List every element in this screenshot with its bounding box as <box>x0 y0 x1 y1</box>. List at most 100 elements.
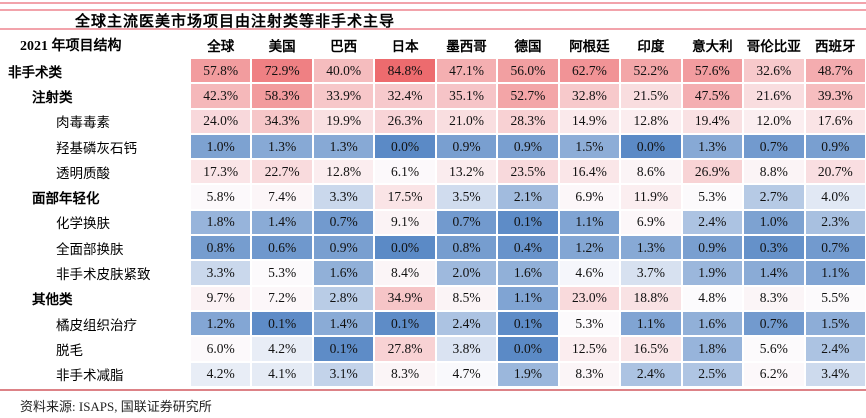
value-cell: 1.6% <box>681 310 744 337</box>
value-cell: 0.1% <box>497 310 559 337</box>
value-cell: 0.6% <box>251 235 313 261</box>
table-header-row: 2021 年项目结构 全球 美国 巴西 日本 墨西哥 德国 阿根廷 印度 意大利 哥伦比亚 西班牙 <box>0 32 866 57</box>
value-cell: 0.0% <box>374 235 436 261</box>
value-cell: 2.0% <box>435 260 498 286</box>
value-cell: 21.0% <box>435 108 498 134</box>
value-cell: 1.4% <box>312 310 375 337</box>
value-cell: 5.5% <box>804 285 866 311</box>
column-header: 墨西哥 <box>446 38 487 54</box>
value-cell: 16.4% <box>558 159 621 185</box>
value-cell: 0.0% <box>374 133 436 160</box>
value-cell: 62.7% <box>558 58 621 84</box>
value-cell: 5.3% <box>558 310 621 337</box>
row-label: 非手术皮肤紧致 <box>0 260 190 286</box>
value-cell: 2.8% <box>312 285 375 311</box>
value-cell: 34.3% <box>251 108 313 134</box>
value-cell: 4.0% <box>804 184 866 210</box>
value-cell: 1.3% <box>620 235 682 261</box>
value-cell: 3.3% <box>190 260 252 286</box>
value-cell: 1.2% <box>558 235 621 261</box>
value-cell: 19.4% <box>681 108 744 134</box>
row-label: 化学换肤 <box>0 209 190 236</box>
column-header: 西班牙 <box>815 38 856 54</box>
value-cell: 7.2% <box>251 285 313 311</box>
row-label: 肉毒毒素 <box>0 108 190 134</box>
value-cell: 1.1% <box>497 285 559 311</box>
value-cell: 84.8% <box>374 58 436 84</box>
value-cell: 21.6% <box>743 83 805 109</box>
top-divider-2 <box>0 9 866 11</box>
value-cell: 2.4% <box>435 310 498 337</box>
row-label: 面部年轻化 <box>0 184 190 210</box>
value-cell: 22.7% <box>251 159 313 185</box>
value-cell: 6.1% <box>374 159 436 185</box>
value-cell: 0.1% <box>251 310 313 337</box>
value-cell: 1.0% <box>743 209 805 236</box>
value-cell: 1.1% <box>804 260 866 286</box>
row-label: 非手术减脂 <box>0 361 190 387</box>
value-cell: 4.7% <box>435 361 498 387</box>
value-cell: 5.8% <box>190 184 252 210</box>
row-label: 注射类 <box>0 83 190 109</box>
value-cell: 8.3% <box>743 285 805 311</box>
value-cell: 26.3% <box>374 108 436 134</box>
value-cell: 32.6% <box>743 58 805 84</box>
value-cell: 0.9% <box>312 235 375 261</box>
value-cell: 3.1% <box>312 361 375 387</box>
value-cell: 3.5% <box>435 184 498 210</box>
value-cell: 2.1% <box>497 184 559 210</box>
value-cell: 52.2% <box>620 58 682 84</box>
value-cell: 1.5% <box>804 310 866 337</box>
value-cell: 3.7% <box>620 260 682 286</box>
value-cell: 0.9% <box>497 133 559 160</box>
value-cell: 33.9% <box>312 83 375 109</box>
row-label: 其他类 <box>0 285 190 311</box>
value-cell: 3.3% <box>312 184 375 210</box>
row-label: 全面部换肤 <box>0 235 190 261</box>
column-header: 阿根廷 <box>569 38 610 54</box>
value-cell: 8.6% <box>620 159 682 185</box>
column-header: 印度 <box>637 38 665 54</box>
value-cell: 0.1% <box>497 209 559 236</box>
value-cell: 5.6% <box>743 336 805 362</box>
value-cell: 2.4% <box>620 361 682 387</box>
value-cell: 21.5% <box>620 83 682 109</box>
value-cell: 2.7% <box>743 184 805 210</box>
value-cell: 18.8% <box>620 285 682 311</box>
value-cell: 3.8% <box>435 336 498 362</box>
value-cell: 8.5% <box>435 285 498 311</box>
top-divider <box>0 2 866 4</box>
value-cell: 0.3% <box>743 235 805 261</box>
value-cell: 6.9% <box>620 209 682 236</box>
value-cell: 0.7% <box>435 209 498 236</box>
value-cell: 5.3% <box>251 260 313 286</box>
value-cell: 32.4% <box>374 83 436 109</box>
value-cell: 12.5% <box>558 336 621 362</box>
value-cell: 8.8% <box>743 159 805 185</box>
value-cell: 0.4% <box>497 235 559 261</box>
value-cell: 1.0% <box>190 133 252 160</box>
value-cell: 4.8% <box>681 285 744 311</box>
value-cell: 0.7% <box>743 310 805 337</box>
value-cell: 2.4% <box>681 209 744 236</box>
value-cell: 0.9% <box>681 235 744 261</box>
value-cell: 14.9% <box>558 108 621 134</box>
value-cell: 0.0% <box>620 133 682 160</box>
value-cell: 17.6% <box>804 108 866 134</box>
value-cell: 72.9% <box>251 58 313 84</box>
value-cell: 1.9% <box>497 361 559 387</box>
value-cell: 0.8% <box>435 235 498 261</box>
heatmap-grid: 非手术类 57.8% 72.9% 40.0% 84.8% 47.1% 56.0% 62.7% 5… <box>0 58 866 387</box>
value-cell: 17.5% <box>374 184 436 210</box>
title-divider <box>0 28 866 30</box>
value-cell: 23.5% <box>497 159 559 185</box>
value-cell: 0.7% <box>804 235 866 261</box>
value-cell: 4.2% <box>251 336 313 362</box>
value-cell: 9.7% <box>190 285 252 311</box>
value-cell: 1.9% <box>681 260 744 286</box>
value-cell: 19.9% <box>312 108 375 134</box>
row-label: 橘皮组织治疗 <box>0 310 190 337</box>
source-note: 资料来源: ISAPS, 国联证券研究所 <box>20 399 212 414</box>
value-cell: 20.7% <box>804 159 866 185</box>
